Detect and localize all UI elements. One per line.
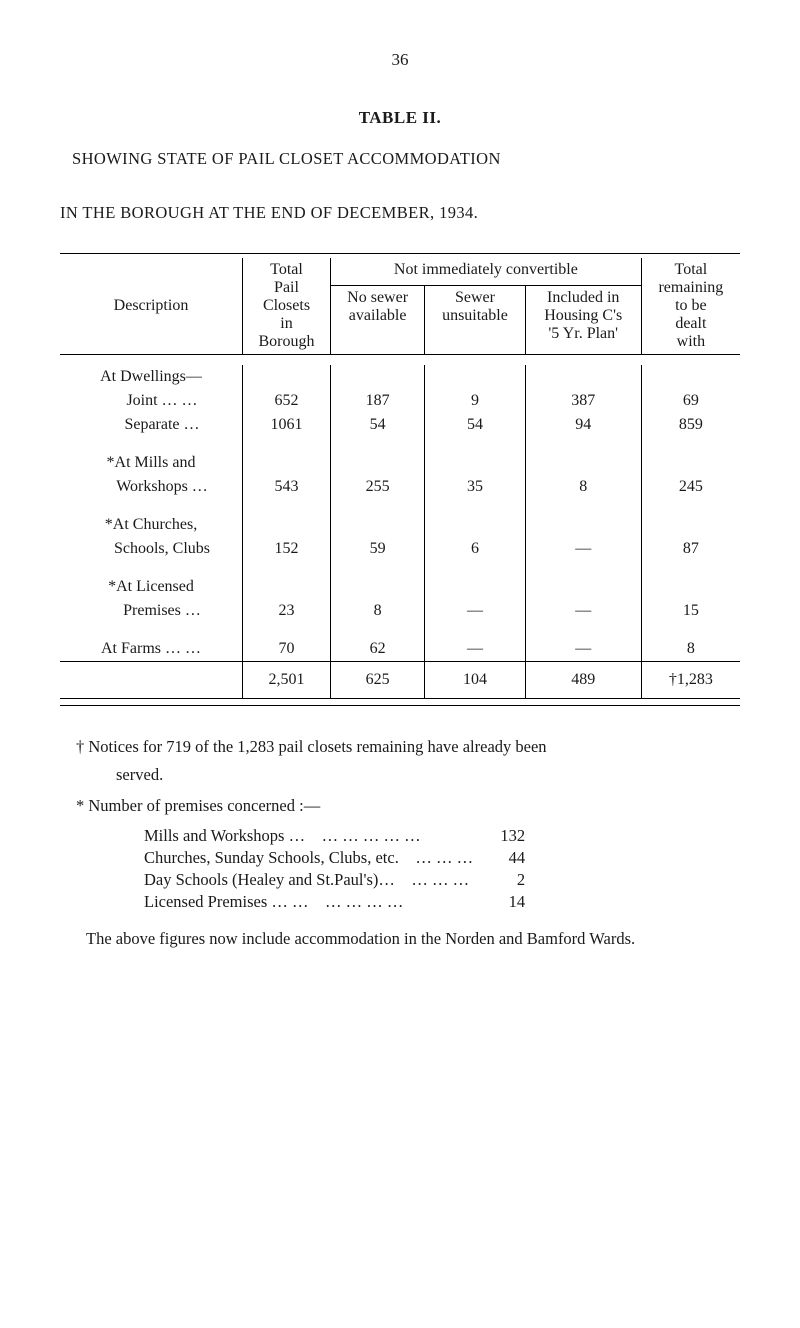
cell: 94	[525, 413, 641, 437]
list-value: 132	[477, 825, 529, 847]
row-desc: Premises …	[101, 602, 201, 620]
cell: 87	[641, 537, 740, 561]
cell: 35	[425, 475, 525, 499]
list-label: Churches, Sunday Schools, Clubs, etc. … …	[140, 847, 477, 869]
total-cell: 489	[525, 662, 641, 699]
row-desc: Workshops …	[94, 478, 208, 496]
list-item: Churches, Sunday Schools, Clubs, etc. … …	[140, 847, 529, 869]
cell: 15	[641, 599, 740, 623]
cell: 8	[525, 475, 641, 499]
closing-paragraph: The above figures now include accommodat…	[60, 927, 740, 952]
title-line-2: IN THE BOROUGH AT THE END OF DECEMBER, 1…	[60, 200, 740, 226]
cell: 8	[331, 599, 425, 623]
total-cell: †1,283	[641, 662, 740, 699]
row-desc-group: *At Mills and	[60, 451, 243, 475]
list-label: Day Schools (Healey and St.Paul's)… … … …	[140, 869, 477, 891]
hdr-not-immediately: Not immediately convertible	[331, 258, 642, 286]
cell: 62	[331, 637, 425, 662]
cell: 6	[425, 537, 525, 561]
cell: 70	[243, 637, 331, 662]
cell: —	[525, 599, 641, 623]
row-desc-group: *At Churches,	[60, 513, 243, 537]
row-desc: Separate …	[102, 416, 199, 434]
cell: 9	[425, 389, 525, 413]
hdr-description: Description	[60, 258, 243, 355]
total-cell: 104	[425, 662, 525, 699]
cell: 69	[641, 389, 740, 413]
total-cell: 625	[331, 662, 425, 699]
premises-list: Mills and Workshops … … … … … … 132 Chur…	[140, 825, 529, 913]
footnote-dagger-cont: served.	[60, 762, 740, 788]
cell: 187	[331, 389, 425, 413]
list-label: Mills and Workshops … … … … … …	[140, 825, 477, 847]
cell: 59	[331, 537, 425, 561]
row-desc-group: *At Licensed	[60, 575, 243, 599]
hdr-total-pail: Total Pail Closets in Borough	[243, 258, 331, 355]
main-table: Description Total Pail Closets in Boroug…	[60, 253, 740, 706]
row-desc-group: At Dwellings—	[60, 365, 243, 389]
list-value: 44	[477, 847, 529, 869]
cell: 54	[425, 413, 525, 437]
footnote-dagger: † Notices for 719 of the 1,283 pail clos…	[60, 734, 740, 760]
cell: 255	[331, 475, 425, 499]
cell: —	[525, 537, 641, 561]
cell: 8	[641, 637, 740, 662]
cell: 152	[243, 537, 331, 561]
cell: —	[425, 637, 525, 662]
cell: 23	[243, 599, 331, 623]
list-item: Mills and Workshops … … … … … … 132	[140, 825, 529, 847]
list-item: Licensed Premises … … … … … … 14	[140, 891, 529, 913]
cell: 54	[331, 413, 425, 437]
hdr-no-sewer: No sewer available	[331, 286, 425, 355]
cell: 859	[641, 413, 740, 437]
cell: —	[525, 637, 641, 662]
cell: 543	[243, 475, 331, 499]
hdr-total-remaining: Total remaining to be dealt with	[641, 258, 740, 355]
cell: 1061	[243, 413, 331, 437]
list-value: 14	[477, 891, 529, 913]
footnote-star: * Number of premises concerned :—	[60, 793, 740, 819]
title-line-1: SHOWING STATE OF PAIL CLOSET ACCOMMODATI…	[60, 146, 740, 172]
list-label: Licensed Premises … … … … … …	[140, 891, 477, 913]
cell: 387	[525, 389, 641, 413]
total-cell: 2,501	[243, 662, 331, 699]
hdr-included: Included in Housing C's '5 Yr. Plan'	[525, 286, 641, 355]
table-label: TABLE II.	[60, 108, 740, 128]
cell: —	[425, 599, 525, 623]
row-desc: Joint … …	[104, 392, 197, 410]
hdr-sewer-unsuit: Sewer unsuitable	[425, 286, 525, 355]
row-desc: Schools, Clubs	[92, 540, 210, 558]
row-desc: At Farms … …	[60, 637, 243, 662]
cell: 652	[243, 389, 331, 413]
list-item: Day Schools (Healey and St.Paul's)… … … …	[140, 869, 529, 891]
list-value: 2	[477, 869, 529, 891]
page-number: 36	[60, 50, 740, 70]
cell: 245	[641, 475, 740, 499]
